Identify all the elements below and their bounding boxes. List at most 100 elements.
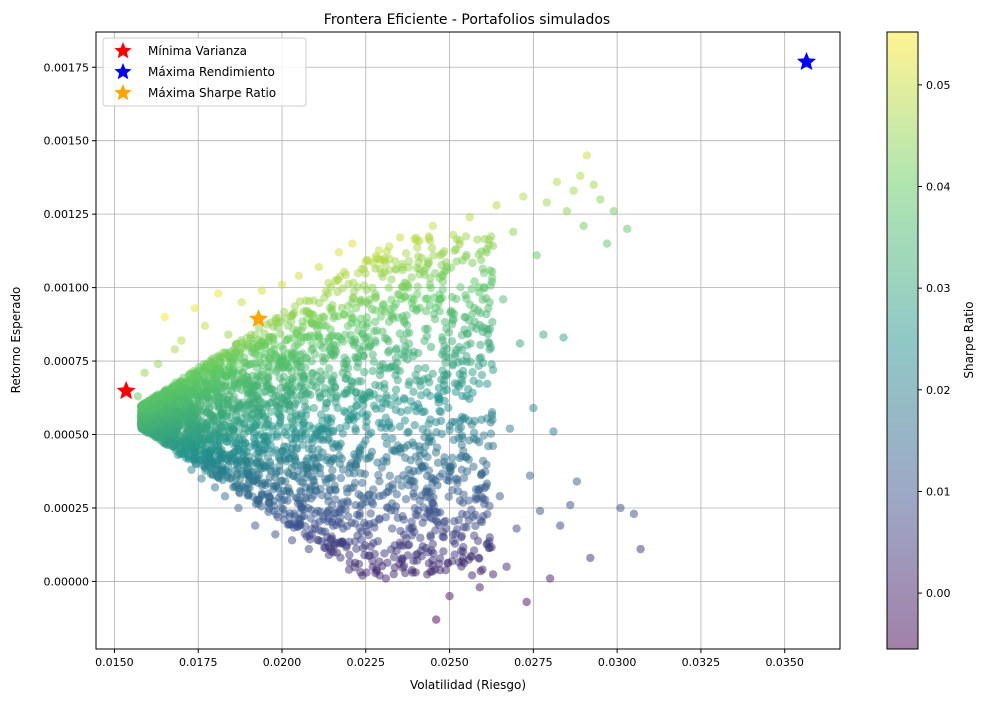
portfolio-point <box>377 423 386 432</box>
portfolio-point <box>207 396 217 405</box>
portfolio-point <box>158 420 167 430</box>
portfolio-point <box>336 512 345 522</box>
portfolio-point <box>362 313 371 322</box>
portfolio-point <box>330 382 340 392</box>
legend-star <box>114 84 132 101</box>
portfolio-point <box>344 565 354 574</box>
portfolio-point <box>487 408 497 417</box>
portfolio-point <box>242 447 251 456</box>
portfolio-point <box>464 496 473 505</box>
portfolio-point <box>370 317 380 327</box>
portfolio-point <box>286 375 295 384</box>
legend-label: Máxima Sharpe Ratio <box>148 86 276 100</box>
portfolio-point <box>337 505 347 514</box>
portfolio-point <box>370 327 379 336</box>
portfolio-point <box>479 282 489 292</box>
portfolio-point <box>435 406 444 416</box>
portfolio-point <box>316 507 325 517</box>
portfolio-point <box>469 462 478 471</box>
portfolio-point <box>213 472 223 481</box>
portfolio-point <box>303 332 312 342</box>
portfolio-point <box>204 456 214 465</box>
portfolio-point <box>180 395 190 405</box>
portfolio-point <box>194 406 203 416</box>
portfolio-point <box>422 484 432 493</box>
portfolio-point <box>253 496 263 505</box>
portfolio-point <box>339 406 349 416</box>
portfolio-point <box>402 320 412 330</box>
portfolio-point <box>177 336 186 345</box>
portfolio-point <box>396 443 405 453</box>
portfolio-point <box>438 336 447 345</box>
portfolio-point <box>450 550 459 559</box>
portfolio-point <box>301 383 310 392</box>
legend-star <box>114 63 132 80</box>
portfolio-point <box>341 374 350 383</box>
portfolio-point <box>477 492 486 501</box>
portfolio-point <box>424 419 433 429</box>
portfolio-point <box>477 415 486 424</box>
portfolio-point <box>248 359 257 368</box>
portfolio-point <box>413 243 422 252</box>
colorbar-tick-label: 0.04 <box>926 181 951 194</box>
portfolio-point <box>336 553 345 562</box>
portfolio-point <box>366 391 375 400</box>
portfolio-point <box>230 417 240 426</box>
portfolio-point <box>163 427 173 436</box>
legend: Mínima Varianza Máxima Rendimiento Máxima … <box>102 37 307 107</box>
portfolio-point <box>329 340 338 349</box>
portfolio-point <box>427 546 436 555</box>
portfolio-point <box>264 497 273 507</box>
portfolio-point <box>457 465 467 474</box>
portfolio-point <box>304 435 314 444</box>
x-tick-label: 0.0225 <box>347 656 386 669</box>
portfolio-point <box>328 301 337 310</box>
portfolio-point <box>324 364 334 373</box>
portfolio-point <box>357 535 366 544</box>
portfolio-point <box>487 232 496 241</box>
portfolio-point <box>431 476 440 485</box>
portfolio-point <box>475 554 484 563</box>
portfolio-point <box>479 499 489 509</box>
portfolio-point <box>483 509 492 519</box>
portfolio-point <box>479 268 489 278</box>
portfolio-point <box>310 519 320 528</box>
colorbar-ticks: 0.00 0.01 0.02 0.03 0.04 0.05 <box>918 79 951 600</box>
portfolio-point <box>439 387 448 396</box>
portfolio-point <box>344 469 354 478</box>
portfolio-point <box>426 532 435 542</box>
portfolio-point <box>296 332 305 342</box>
y-tick-label: 0.00125 <box>44 208 90 221</box>
portfolio-point <box>235 346 245 355</box>
portfolio-point <box>444 328 454 337</box>
portfolio-point <box>389 569 398 579</box>
portfolio-point <box>358 478 367 488</box>
portfolio-point <box>384 283 393 292</box>
portfolio-point <box>468 368 477 377</box>
portfolio-point <box>378 301 388 310</box>
portfolio-point <box>318 343 328 353</box>
portfolio-point <box>435 295 445 304</box>
portfolio-point <box>364 490 374 499</box>
portfolio-point <box>223 437 232 446</box>
portfolio-point <box>482 309 491 319</box>
portfolio-point <box>297 503 306 512</box>
portfolio-point <box>268 425 278 434</box>
portfolio-point <box>329 313 338 323</box>
portfolio-point <box>243 378 253 388</box>
portfolio-points <box>133 151 645 624</box>
portfolio-point <box>297 368 306 377</box>
portfolio-point <box>393 375 402 385</box>
portfolio-point <box>353 282 362 292</box>
portfolio-point <box>378 327 387 336</box>
portfolio-point <box>529 403 538 413</box>
portfolio-point <box>458 433 467 443</box>
portfolio-point <box>402 328 412 338</box>
portfolio-point <box>368 366 377 376</box>
portfolio-point <box>391 345 401 355</box>
portfolio-point <box>402 311 411 320</box>
portfolio-point <box>147 412 156 422</box>
portfolio-point <box>174 443 184 453</box>
portfolio-point <box>449 435 459 445</box>
portfolio-point <box>549 427 558 436</box>
